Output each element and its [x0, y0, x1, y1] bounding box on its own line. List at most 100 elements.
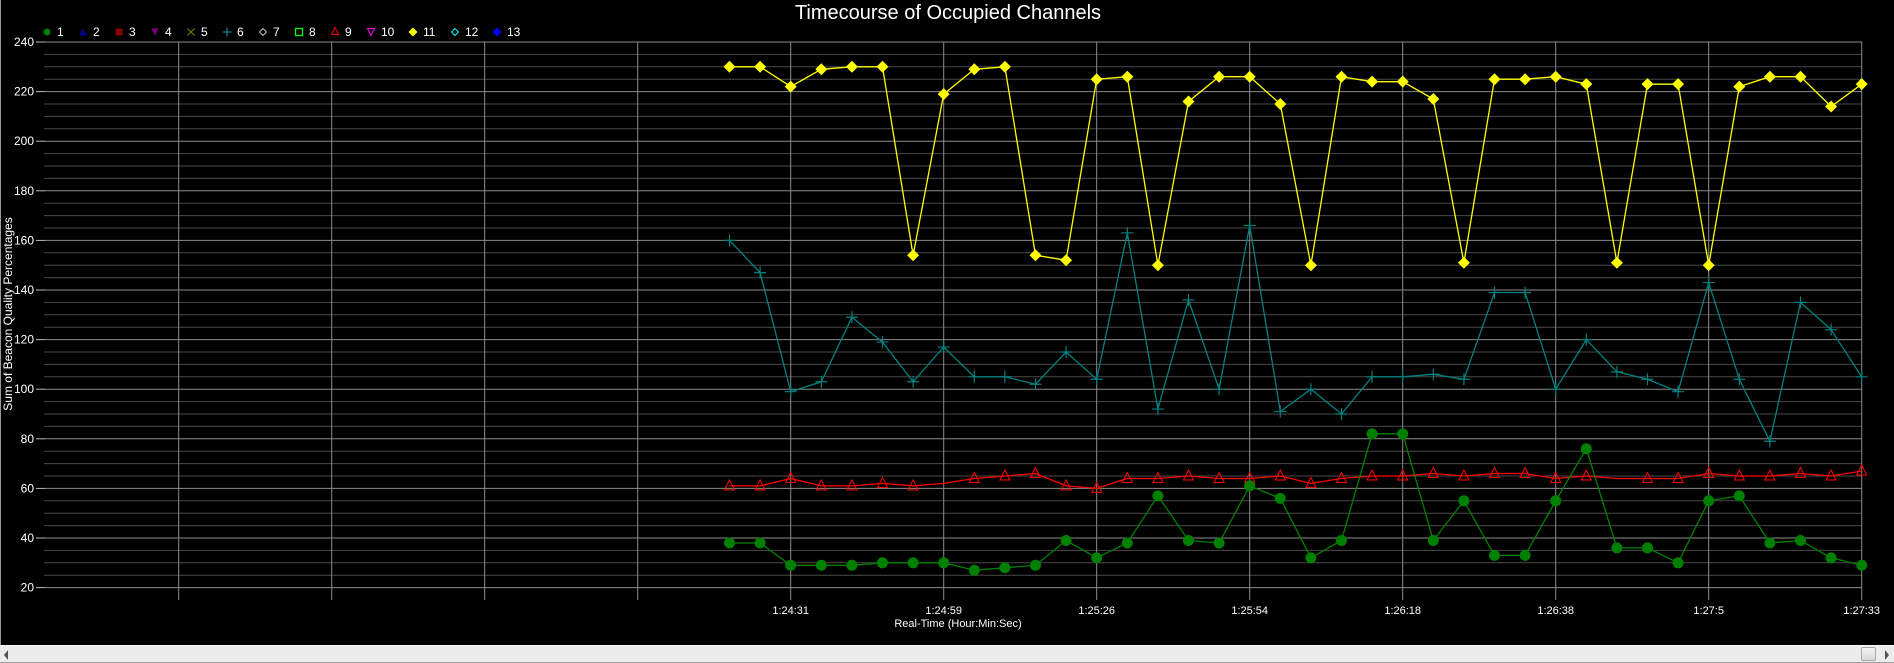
data-point [723, 60, 736, 73]
data-point [1580, 78, 1593, 91]
data-point [845, 60, 858, 73]
series-line [729, 225, 1863, 444]
data-point [784, 471, 797, 483]
data-point [1610, 256, 1623, 269]
scrollbar-track[interactable] [16, 646, 1864, 663]
data-point [968, 564, 980, 576]
data-point [815, 559, 827, 571]
data-point [1794, 466, 1807, 479]
data-point [845, 311, 858, 324]
data-point [1366, 75, 1379, 88]
data-point [998, 60, 1011, 73]
data-point [1764, 537, 1776, 549]
chart-title: Timecourse of Occupied Channels [795, 2, 1101, 24]
data-point [1213, 471, 1225, 483]
data-point [815, 63, 828, 76]
y-tick-label: 80 [21, 432, 35, 446]
data-point [1121, 471, 1134, 483]
data-point [937, 341, 950, 354]
legend-item-2: 2 [79, 25, 100, 39]
data-point [1795, 534, 1806, 546]
data-point [1825, 100, 1838, 113]
data-point [1335, 70, 1348, 83]
x-axis-label: Real-Time (Hour:Min:Sec) [894, 618, 1021, 630]
legend-item-5: 5 [187, 25, 208, 39]
x-tick-label: 1:26:38 [1537, 605, 1574, 617]
data-point [1151, 403, 1164, 416]
legend-item-1: 1 [43, 25, 64, 39]
legend-label: 7 [273, 25, 280, 39]
data-point [1397, 428, 1409, 440]
data-point [1549, 70, 1562, 83]
data-point [1856, 559, 1868, 571]
data-point [1457, 373, 1470, 386]
legend-marker-circle-icon [43, 28, 51, 36]
data-point [723, 234, 736, 247]
data-point [1060, 534, 1072, 546]
data-point [1244, 480, 1256, 492]
legend-label: 1 [57, 25, 64, 39]
legend-item-6: 6 [222, 25, 244, 39]
legend-marker-diamond-icon [408, 27, 418, 37]
data-point [846, 478, 858, 491]
data-point [1090, 73, 1103, 86]
data-point [907, 249, 920, 262]
y-tick-label: 180 [14, 184, 34, 198]
data-point [876, 476, 889, 488]
legend-marker-triangle-up-open-icon [330, 26, 340, 35]
x-tick-label: 1:27:5 [1693, 605, 1724, 617]
data-point [1335, 408, 1348, 420]
data-point [1763, 435, 1776, 448]
scroll-left-arrow-icon[interactable] [4, 650, 8, 660]
series-line [729, 433, 1862, 571]
data-point [1825, 552, 1837, 564]
data-point [1855, 78, 1868, 91]
legend-item-7: 7 [258, 25, 280, 39]
legend-item-3: 3 [115, 25, 136, 39]
data-point [1152, 490, 1164, 502]
data-point [1182, 95, 1195, 108]
data-point [1825, 468, 1837, 481]
legend-item-4: 4 [151, 25, 172, 39]
series-1 [724, 428, 1868, 576]
legend-marker-diamond-icon [492, 27, 502, 37]
data-point [1458, 495, 1470, 507]
x-axis: 1:24:31 1:24:59 1:25:26 1:25:54 1:26:18 1:26:… [772, 605, 1880, 617]
chart-grid [44, 41, 1863, 600]
scroll-right-arrow-icon[interactable] [1885, 650, 1889, 660]
series-9 [723, 463, 1868, 493]
data-point [1243, 70, 1256, 83]
legend-marker-x-icon [187, 28, 195, 36]
x-tick-label: 1:25:26 [1078, 605, 1115, 617]
data-point [1825, 323, 1838, 336]
legend-item-8: 8 [294, 25, 316, 39]
data-point [1702, 276, 1715, 289]
data-point [1274, 468, 1287, 481]
data-point [1764, 468, 1776, 481]
data-point [1243, 219, 1256, 232]
data-point [1610, 365, 1623, 378]
data-point [1580, 443, 1592, 455]
legend-label: 12 [465, 25, 479, 39]
scrollbar-thumb[interactable] [1861, 647, 1876, 661]
data-point [1580, 333, 1593, 346]
data-point [999, 468, 1011, 481]
legend-label: 8 [309, 25, 316, 39]
series-6 [723, 219, 1868, 448]
data-point [1274, 405, 1287, 418]
legend-marker-square-filled-icon [115, 28, 123, 36]
horizontal-scrollbar[interactable] [0, 645, 1894, 663]
data-point [754, 537, 766, 549]
data-point [1152, 471, 1164, 483]
data-point [1366, 428, 1378, 440]
data-point [1519, 286, 1532, 299]
data-point [1274, 492, 1286, 504]
legend-marker-diamond-open-icon [450, 27, 460, 37]
data-point [1182, 468, 1195, 481]
data-point [1457, 256, 1470, 269]
data-point [1642, 542, 1653, 554]
data-point [1519, 466, 1531, 479]
data-point [877, 557, 888, 569]
y-tick-label: 100 [14, 382, 34, 396]
legend-item-12: 12 [450, 25, 479, 39]
